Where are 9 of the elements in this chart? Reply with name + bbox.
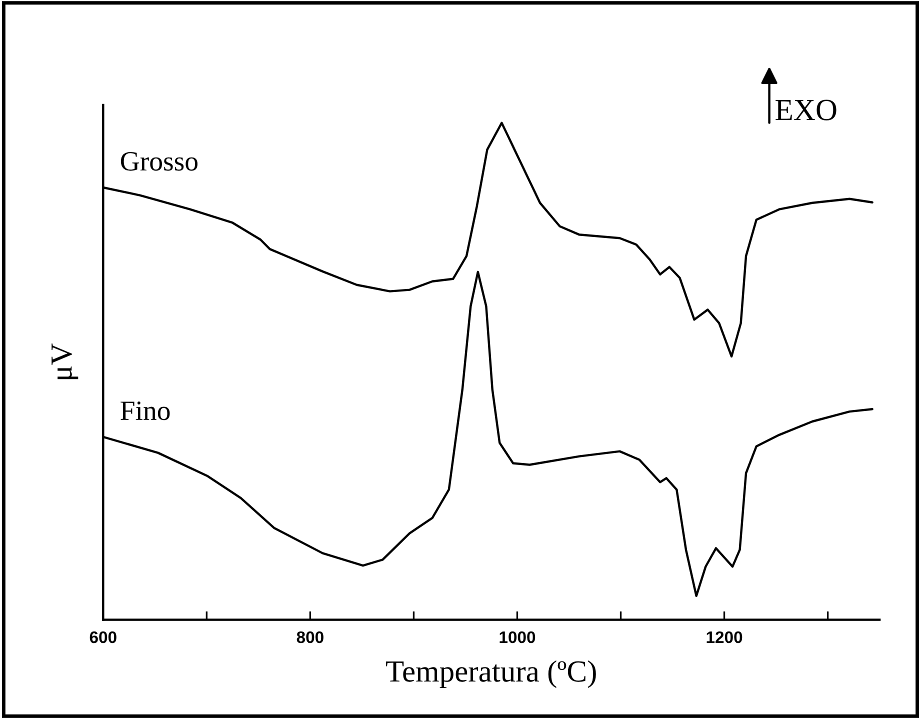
- x-tick-label: 600: [90, 631, 116, 644]
- series-label: Grosso: [120, 152, 198, 171]
- x-axis-title: Temperatura (ºC): [386, 660, 596, 688]
- x-tick-label: 1000: [500, 631, 536, 644]
- x-tick-label: 800: [296, 631, 324, 644]
- y-axis-title: μV: [52, 343, 78, 380]
- text: EXO: [776, 100, 836, 120]
- x-tick-label: 1200: [706, 631, 742, 644]
- series-label: Fino: [120, 401, 170, 420]
